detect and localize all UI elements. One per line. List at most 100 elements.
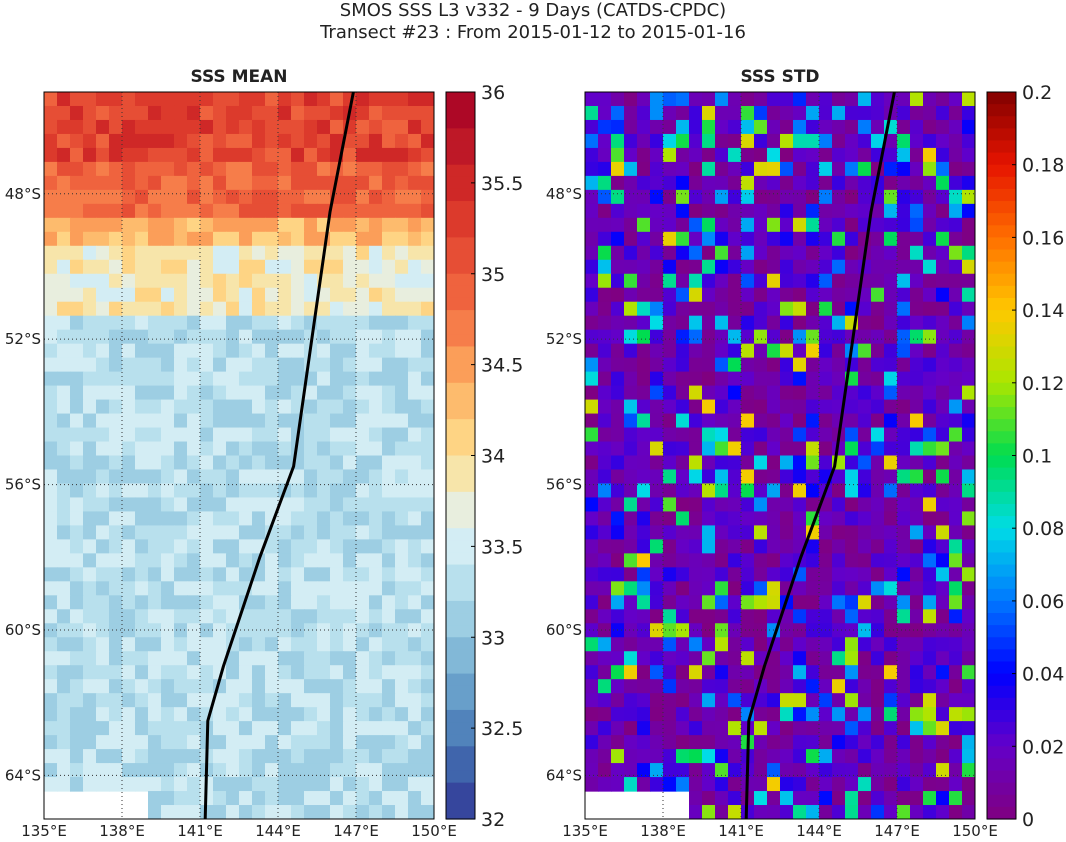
heatmap-cell [330,595,344,610]
heatmap-cell [421,105,434,121]
heatmap-cell [624,231,638,247]
heatmap-cell [135,413,149,429]
heatmap-cell [395,469,409,485]
heatmap-cell [83,315,97,331]
heatmap-cell [663,511,677,527]
heatmap-cell [780,175,794,191]
heatmap-cell [689,469,703,485]
panel-title-mean: SSS MEAN [190,67,288,87]
heatmap-cell [356,343,370,359]
heatmap-cell [44,441,58,457]
heatmap-cell [884,637,898,652]
heatmap-cell [650,175,664,191]
heatmap-cell [382,259,396,275]
heatmap-cell [161,301,175,317]
heatmap-cell [910,343,924,359]
heatmap-cell [806,133,820,149]
heatmap-cell [780,343,794,359]
heatmap-cell [213,693,227,708]
heatmap-cell [330,735,344,750]
heatmap-cell [650,343,664,359]
heatmap-cell [949,441,963,457]
heatmap-cell [44,203,58,219]
heatmap-cell [832,175,846,191]
heatmap-cell [70,623,84,638]
heatmap-cell [884,623,898,638]
heatmap-cell [265,217,279,233]
heatmap-cell [962,567,975,582]
heatmap-cell [408,567,422,582]
heatmap-cell [767,217,781,233]
heatmap-cell [754,791,768,806]
colorbar-tick-label: 0.2 [1022,82,1052,104]
heatmap-cell [330,399,344,415]
heatmap-cell [395,735,409,750]
heatmap-cell [382,623,396,638]
heatmap-cell [96,595,110,610]
heatmap-cell [109,105,123,121]
heatmap-cell [226,693,240,708]
heatmap-cell [715,665,729,680]
colorbar-segment [446,140,475,154]
heatmap-cell [858,455,872,471]
heatmap-cell [923,92,937,107]
heatmap-cell [780,679,794,694]
heatmap-cell [832,371,846,387]
figure-title: SMOS SSS L3 v332 - 9 Days (CATDS-CPDC) [339,0,727,21]
heatmap-cell [689,693,703,708]
heatmap-cell [793,315,807,331]
heatmap-cell [330,665,344,680]
heatmap-cell [923,301,937,317]
heatmap-cell [213,763,227,778]
heatmap-cell [57,595,71,610]
heatmap-cell [858,777,872,792]
heatmap-cell [226,721,240,736]
heatmap-cell [317,455,331,471]
heatmap-cell [174,651,188,666]
heatmap-cell [754,343,768,359]
heatmap-cell [585,92,599,107]
heatmap-cell [343,147,357,163]
heatmap-cell [304,259,318,275]
heatmap-cell [96,483,110,499]
heatmap-cell [585,399,599,415]
heatmap-cell [343,273,357,289]
heatmap-cell [715,707,729,722]
heatmap-cell [897,147,911,163]
heatmap-cell [949,511,963,527]
colorbar-segment [446,249,475,263]
heatmap-cell [884,175,898,191]
heatmap-cell [304,413,318,429]
heatmap-cell [57,343,71,359]
heatmap-cell [637,385,651,401]
heatmap-cell [832,231,846,247]
heatmap-cell [689,567,703,582]
colorbar-segment [446,188,475,202]
heatmap-cell [239,483,253,499]
heatmap-cell [689,609,703,624]
colorbar-segment [987,806,1016,820]
heatmap-cell [252,371,266,387]
heatmap-cell [135,147,149,163]
heatmap-cell [689,245,703,261]
heatmap-cell [343,679,357,694]
heatmap-cell [637,273,651,289]
heatmap-cell [174,665,188,680]
heatmap-cell [44,777,58,792]
colorbar-segment [987,625,1016,638]
heatmap-cell [239,231,253,247]
heatmap-cell [408,399,422,415]
heatmap-cell [962,609,975,624]
heatmap-cell [421,749,434,764]
heatmap-cell [161,287,175,303]
heatmap-cell [122,581,136,596]
heatmap-cell [395,217,409,233]
heatmap-cell [161,441,175,457]
heatmap-cell [187,175,201,191]
heatmap-cell [343,217,357,233]
heatmap-cell [213,147,227,163]
heatmap-cell [936,413,950,429]
heatmap-cell [148,511,162,527]
heatmap-cell [369,735,383,750]
heatmap-cell [187,161,201,177]
